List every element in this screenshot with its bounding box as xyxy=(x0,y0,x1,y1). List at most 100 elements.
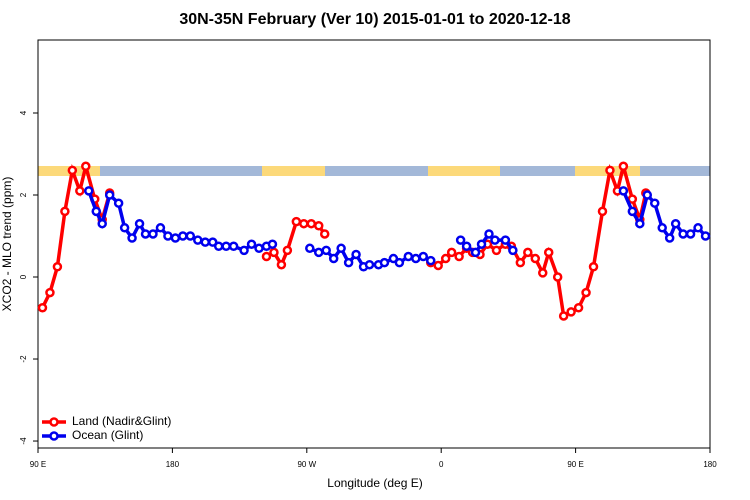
point xyxy=(267,239,278,249)
point xyxy=(207,237,218,247)
point xyxy=(573,303,584,313)
x-tick-label: 0 xyxy=(439,460,444,469)
point xyxy=(515,257,526,268)
point xyxy=(490,235,500,245)
point xyxy=(491,245,502,256)
point xyxy=(403,251,414,262)
point xyxy=(148,229,158,239)
point xyxy=(306,218,317,229)
point xyxy=(305,243,315,254)
point xyxy=(364,259,375,270)
point xyxy=(379,257,390,268)
y-tick-label: 0 xyxy=(19,274,28,279)
point xyxy=(84,186,94,196)
point xyxy=(185,231,196,241)
point xyxy=(425,255,436,266)
point xyxy=(113,198,124,208)
point xyxy=(91,206,101,217)
point xyxy=(685,229,696,239)
x-axis-label: Longitude (deg E) xyxy=(327,476,422,490)
point xyxy=(693,223,703,233)
chart-title: 30N-35N February (Ver 10) 2015-01-01 to … xyxy=(179,11,570,28)
point xyxy=(52,262,63,272)
plot-frame xyxy=(37,39,711,449)
point xyxy=(276,259,287,270)
point xyxy=(461,241,472,252)
point xyxy=(127,233,137,243)
point xyxy=(343,257,354,268)
point xyxy=(670,218,681,229)
point xyxy=(627,206,638,217)
point xyxy=(508,245,518,256)
x-tick-label: 90 E xyxy=(567,460,583,469)
point xyxy=(254,243,264,254)
point xyxy=(484,229,494,239)
point xyxy=(97,218,107,229)
point xyxy=(433,260,443,271)
point xyxy=(700,231,711,241)
point xyxy=(411,253,421,264)
y-axis-label: XCO2 - MLO trend (ppm) xyxy=(0,177,14,312)
point xyxy=(537,268,548,278)
point xyxy=(221,241,231,252)
point xyxy=(239,245,249,256)
point xyxy=(678,229,688,239)
point xyxy=(552,272,563,282)
point xyxy=(228,241,239,252)
y-tick-label: 4 xyxy=(19,110,28,115)
point xyxy=(351,249,361,260)
point xyxy=(657,223,667,233)
x-tick-label: 90 E xyxy=(30,460,46,469)
point xyxy=(543,247,554,258)
point xyxy=(476,239,487,249)
legend-label: Ocean (Glint) xyxy=(72,428,143,442)
point xyxy=(446,247,457,258)
legend-marker xyxy=(49,431,59,441)
point xyxy=(635,218,645,229)
point xyxy=(566,307,576,317)
point xyxy=(642,190,653,200)
point xyxy=(200,237,211,247)
point xyxy=(261,251,272,262)
legend-label: Land (Nadir&Glint) xyxy=(72,414,171,428)
point xyxy=(193,235,203,245)
point xyxy=(140,229,151,239)
point xyxy=(60,206,70,217)
point xyxy=(119,223,130,233)
y-tick-label: -2 xyxy=(19,355,28,363)
point xyxy=(418,251,429,262)
point xyxy=(246,239,257,249)
point xyxy=(269,247,279,258)
point xyxy=(440,253,451,264)
point xyxy=(81,161,91,172)
point xyxy=(155,223,166,233)
point xyxy=(649,198,660,208)
point xyxy=(170,233,181,243)
point xyxy=(37,303,48,313)
point xyxy=(67,165,78,176)
point xyxy=(313,221,324,231)
legend-marker xyxy=(49,417,59,427)
point xyxy=(597,206,608,217)
point xyxy=(558,311,569,321)
x-tick-label: 180 xyxy=(703,460,717,469)
point xyxy=(523,247,533,258)
point xyxy=(500,235,511,245)
point xyxy=(291,216,302,227)
point xyxy=(618,161,629,172)
point xyxy=(45,287,55,298)
point xyxy=(664,233,675,243)
point xyxy=(75,186,85,196)
point xyxy=(588,262,599,272)
point xyxy=(321,245,331,256)
point xyxy=(581,287,591,298)
x-tick-label: 180 xyxy=(166,460,180,469)
point xyxy=(299,218,309,229)
series-line xyxy=(40,163,112,309)
point xyxy=(530,253,541,264)
y-tick-label: 2 xyxy=(19,192,28,197)
point xyxy=(313,247,324,258)
x-tick-label: 90 W xyxy=(297,460,316,469)
point xyxy=(328,253,339,264)
